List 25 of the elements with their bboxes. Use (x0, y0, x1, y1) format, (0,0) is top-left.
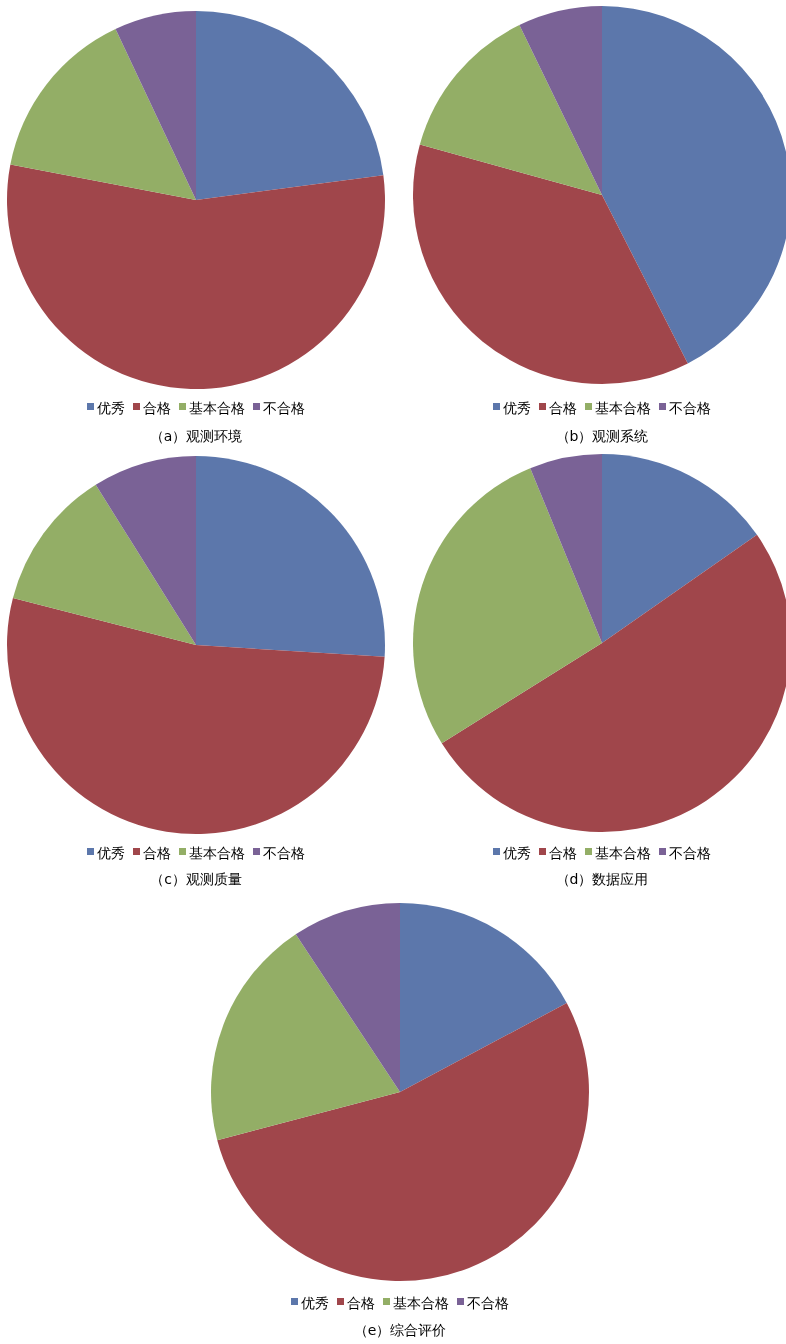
legend-label: 基本合格 (595, 400, 651, 416)
legend-label: 基本合格 (189, 845, 245, 861)
legend-label: 优秀 (97, 845, 125, 861)
legend-label: 优秀 (301, 1295, 329, 1311)
legend-label: 不合格 (263, 845, 305, 861)
legend-label: 不合格 (669, 400, 711, 416)
legend-label: 合格 (549, 400, 577, 416)
legend-label: 不合格 (263, 400, 305, 416)
legend-label: 不合格 (669, 845, 711, 861)
legend-label: 合格 (347, 1295, 375, 1311)
text: （c）观测质量 (150, 871, 242, 887)
legend-label: 优秀 (97, 400, 125, 416)
legend-label: 基本合格 (393, 1295, 449, 1311)
legend-label: 优秀 (503, 845, 531, 861)
legend-label: 基本合格 (189, 400, 245, 416)
legend-label: 优秀 (503, 400, 531, 416)
text: （d）数据应用 (555, 871, 649, 887)
text: （a）观测环境 (149, 428, 243, 444)
legend-label: 基本合格 (595, 845, 651, 861)
text: （b）观测系统 (555, 428, 649, 444)
legend-label: 合格 (143, 400, 171, 416)
legend-label: 合格 (143, 845, 171, 861)
text: （e）综合评价 (353, 1322, 447, 1338)
legend-label: 合格 (549, 845, 577, 861)
legend-label: 不合格 (467, 1295, 509, 1311)
